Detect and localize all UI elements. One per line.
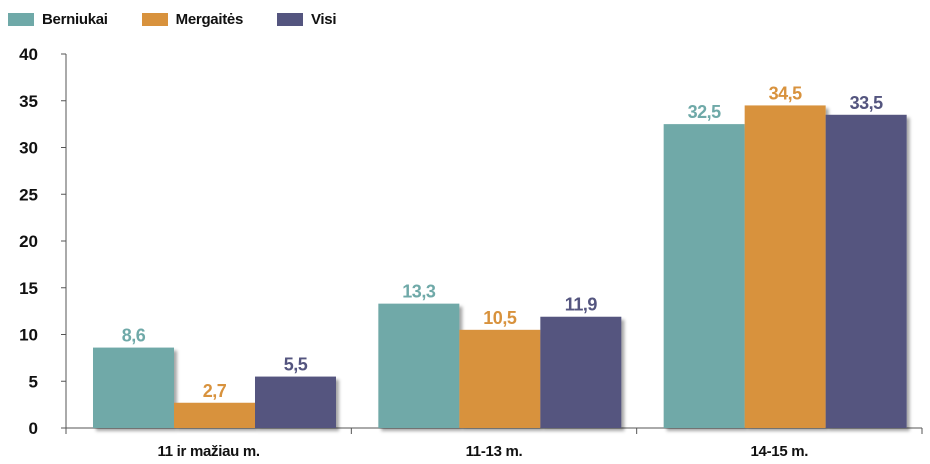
data-labels: 8,6 2,7 5,5 13,3 10,5 11,9 32,5 34,5 33,5 bbox=[122, 83, 884, 401]
bar-mergaites-11-13-m bbox=[459, 329, 541, 428]
x-tick-label-11-ir-maziau-m: 11 ir mažiau m. bbox=[158, 443, 260, 460]
y-tick-label-5: 5 bbox=[29, 372, 38, 391]
y-tick-label-20: 20 bbox=[19, 232, 38, 251]
bar-berniukai-11-ir-maziau-m bbox=[93, 347, 174, 428]
data-label-berniukai-14-15-m: 32,5 bbox=[688, 102, 722, 122]
y-tick-label-10: 10 bbox=[19, 326, 38, 345]
y-tick-label-35: 35 bbox=[19, 92, 38, 111]
data-label-visi-11-13-m: 11,9 bbox=[565, 295, 598, 315]
bar-visi-11-ir-maziau-m bbox=[255, 376, 336, 428]
legend-label-mergaites: Mergaitės bbox=[175, 10, 244, 28]
bar-berniukai-14-15-m bbox=[663, 124, 745, 428]
bar-visi-11-13-m bbox=[540, 316, 622, 428]
bar-mergaites-14-15-m bbox=[744, 105, 826, 429]
y-tick-label-0: 0 bbox=[29, 419, 38, 438]
legend-swatch-berniukai bbox=[8, 12, 34, 26]
bar-mergaites-11-ir-maziau-m bbox=[174, 402, 255, 428]
y-tick-label-15: 15 bbox=[19, 279, 38, 298]
y-tick-label-30: 30 bbox=[19, 139, 38, 158]
x-tick-label-14-15-m: 14-15 m. bbox=[751, 443, 809, 460]
x-tick-label-11-13-m: 11-13 m. bbox=[466, 443, 523, 460]
legend-label-visi: Visi bbox=[311, 10, 337, 28]
data-label-mergaites-11-ir-maziau-m: 2,7 bbox=[203, 381, 227, 401]
legend-swatch-mergaites bbox=[141, 12, 168, 26]
data-label-visi-14-15-m: 33,5 bbox=[850, 93, 884, 113]
data-label-mergaites-14-15-m: 34,5 bbox=[769, 83, 803, 103]
legend: Berniukai Mergaitės Visi bbox=[8, 8, 370, 30]
legend-label-berniukai: Berniukai bbox=[42, 10, 108, 28]
legend-swatch-visi bbox=[277, 12, 303, 26]
y-tick-label-25: 25 bbox=[19, 185, 38, 204]
legend-item-visi: Visi bbox=[277, 10, 337, 28]
y-tick-label-40: 40 bbox=[19, 45, 38, 64]
legend-item-berniukai: Berniukai bbox=[8, 11, 108, 28]
bars bbox=[93, 105, 907, 429]
bar-berniukai-11-13-m bbox=[378, 303, 460, 428]
data-label-mergaites-11-13-m: 10,5 bbox=[483, 308, 517, 328]
data-label-visi-11-ir-maziau-m: 5,5 bbox=[284, 355, 308, 375]
legend-item-mergaites: Mergaitės bbox=[141, 10, 244, 28]
data-label-berniukai-11-13-m: 13,3 bbox=[402, 282, 436, 302]
bar-visi-14-15-m bbox=[825, 114, 907, 429]
data-label-berniukai-11-ir-maziau-m: 8,6 bbox=[122, 326, 146, 346]
